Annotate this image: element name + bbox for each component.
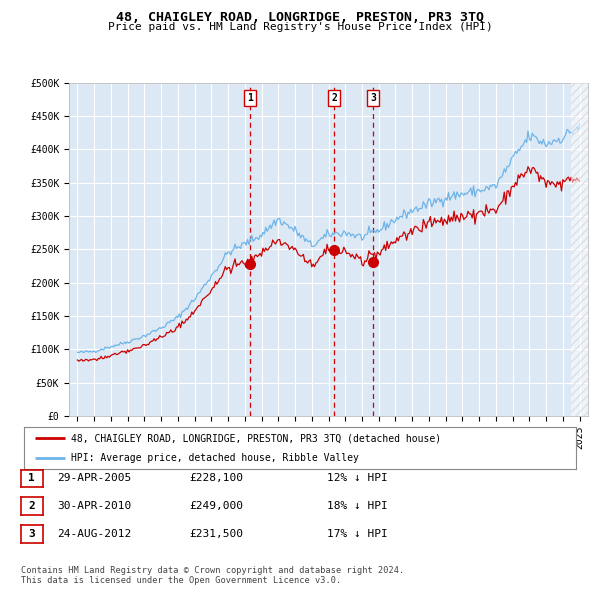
Text: 30-APR-2010: 30-APR-2010 (57, 502, 131, 511)
Text: 48, CHAIGLEY ROAD, LONGRIDGE, PRESTON, PR3 3TQ (detached house): 48, CHAIGLEY ROAD, LONGRIDGE, PRESTON, P… (71, 434, 441, 444)
Text: 48, CHAIGLEY ROAD, LONGRIDGE, PRESTON, PR3 3TQ: 48, CHAIGLEY ROAD, LONGRIDGE, PRESTON, P… (116, 11, 484, 24)
Text: 29-APR-2005: 29-APR-2005 (57, 474, 131, 483)
Text: 1: 1 (247, 93, 253, 103)
Text: HPI: Average price, detached house, Ribble Valley: HPI: Average price, detached house, Ribb… (71, 454, 359, 463)
Text: £231,500: £231,500 (189, 529, 243, 539)
Text: £249,000: £249,000 (189, 502, 243, 511)
Text: 1: 1 (28, 474, 35, 483)
Text: 18% ↓ HPI: 18% ↓ HPI (327, 502, 388, 511)
Text: 2: 2 (28, 502, 35, 511)
Text: 12% ↓ HPI: 12% ↓ HPI (327, 474, 388, 483)
Text: 17% ↓ HPI: 17% ↓ HPI (327, 529, 388, 539)
Text: 3: 3 (28, 529, 35, 539)
Text: £228,100: £228,100 (189, 474, 243, 483)
Text: 2: 2 (331, 93, 337, 103)
Text: Contains HM Land Registry data © Crown copyright and database right 2024.
This d: Contains HM Land Registry data © Crown c… (21, 566, 404, 585)
Bar (571, 83, 590, 416)
Text: Price paid vs. HM Land Registry's House Price Index (HPI): Price paid vs. HM Land Registry's House … (107, 22, 493, 32)
Text: 3: 3 (370, 93, 376, 103)
Text: 24-AUG-2012: 24-AUG-2012 (57, 529, 131, 539)
